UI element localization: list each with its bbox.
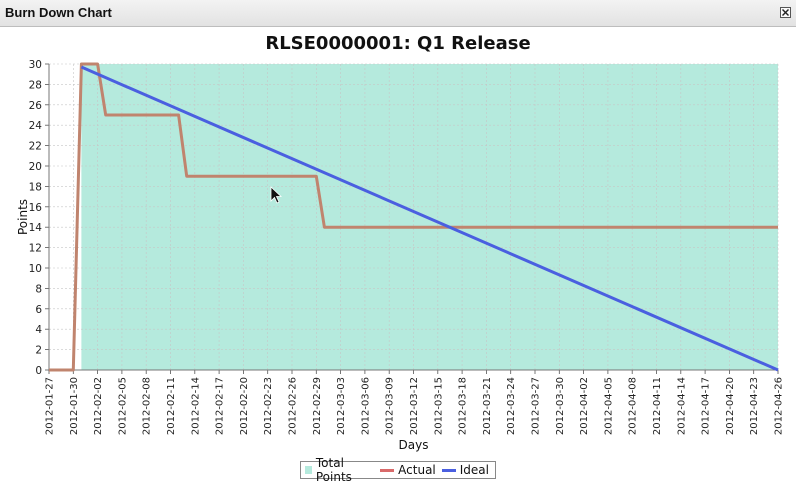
x-tick-label: 2012-02-29 xyxy=(312,377,323,435)
x-tick-label: 2012-04-14 xyxy=(676,377,687,435)
x-tick-label: 2012-03-18 xyxy=(458,377,469,435)
y-tick-label: 24 xyxy=(29,120,43,132)
legend-swatch xyxy=(380,468,395,472)
y-axis-title: Points xyxy=(16,199,30,235)
y-tick-label: 16 xyxy=(29,202,43,214)
legend-swatch xyxy=(441,468,456,472)
x-tick-label: 2012-02-26 xyxy=(288,377,299,435)
mouse-cursor-icon xyxy=(270,186,283,204)
x-tick-label: 2012-03-03 xyxy=(336,377,347,435)
x-tick-label: 2012-03-30 xyxy=(555,377,566,435)
legend-label: Ideal xyxy=(459,463,489,477)
x-tick-label: 2012-01-27 xyxy=(45,377,56,435)
y-tick-label: 0 xyxy=(35,365,42,377)
y-tick-label: 18 xyxy=(29,181,42,193)
x-tick-label: 2012-02-02 xyxy=(93,377,104,435)
close-icon[interactable] xyxy=(780,7,791,18)
y-tick-label: 14 xyxy=(29,222,43,234)
x-tick-label: 2012-04-23 xyxy=(749,377,760,435)
legend-item: Total Points xyxy=(305,456,374,484)
x-tick-label: 2012-02-08 xyxy=(142,377,153,435)
legend-swatch xyxy=(305,466,312,474)
y-tick-label: 28 xyxy=(29,79,42,91)
y-tick-label: 30 xyxy=(29,59,42,71)
y-tick-label: 10 xyxy=(29,263,42,275)
x-tick-label: 2012-04-17 xyxy=(701,377,712,435)
window-title: Burn Down Chart xyxy=(5,5,112,20)
x-tick-label: 2012-03-06 xyxy=(360,377,371,435)
legend-label: Total Points xyxy=(315,456,352,484)
x-tick-label: 2012-03-15 xyxy=(433,377,444,435)
series-line-ideal xyxy=(80,65,779,372)
y-tick-label: 20 xyxy=(29,161,42,173)
x-tick-label: 2012-02-05 xyxy=(117,377,128,435)
legend-item: Actual xyxy=(380,463,436,477)
x-tick-label: 2012-02-20 xyxy=(239,377,250,435)
y-tick-label: 8 xyxy=(35,283,42,295)
y-tick-label: 26 xyxy=(29,100,43,112)
y-tick-label: 4 xyxy=(35,324,42,336)
x-tick-label: 2012-04-26 xyxy=(774,377,785,435)
x-tick-label: 2012-02-14 xyxy=(190,377,201,435)
x-tick-label: 2012-03-21 xyxy=(482,377,493,435)
legend-item: Ideal xyxy=(441,463,489,477)
y-tick-label: 12 xyxy=(29,243,42,255)
x-tick-label: 2012-04-02 xyxy=(579,377,590,435)
x-tick-label: 2012-02-23 xyxy=(263,377,274,435)
y-tick-label: 6 xyxy=(35,304,42,316)
chart-title: RLSE0000001: Q1 Release xyxy=(265,33,531,54)
x-tick-label: 2012-04-08 xyxy=(628,377,639,435)
x-tick-label: 2012-02-17 xyxy=(215,377,226,435)
x-tick-label: 2012-03-24 xyxy=(506,377,517,435)
x-tick-label: 2012-03-12 xyxy=(409,377,420,435)
x-tick-label: 2012-02-11 xyxy=(166,377,177,435)
x-tick-label: 2012-04-11 xyxy=(652,377,663,435)
y-tick-label: 22 xyxy=(29,141,42,153)
window-titlebar: Burn Down Chart xyxy=(0,0,796,27)
x-axis-title: Days xyxy=(399,438,429,452)
x-tick-label: 2012-01-30 xyxy=(69,377,80,435)
y-tick-label: 2 xyxy=(35,345,42,357)
x-tick-label: 2012-04-05 xyxy=(603,377,614,435)
x-tick-label: 2012-03-27 xyxy=(531,377,542,435)
legend-label: Actual xyxy=(398,463,436,477)
x-tick-label: 2012-04-20 xyxy=(725,377,736,435)
series-line-actual xyxy=(49,62,778,372)
chart-legend: Total Points Actual Ideal xyxy=(300,456,496,484)
x-tick-label: 2012-03-09 xyxy=(385,377,396,435)
